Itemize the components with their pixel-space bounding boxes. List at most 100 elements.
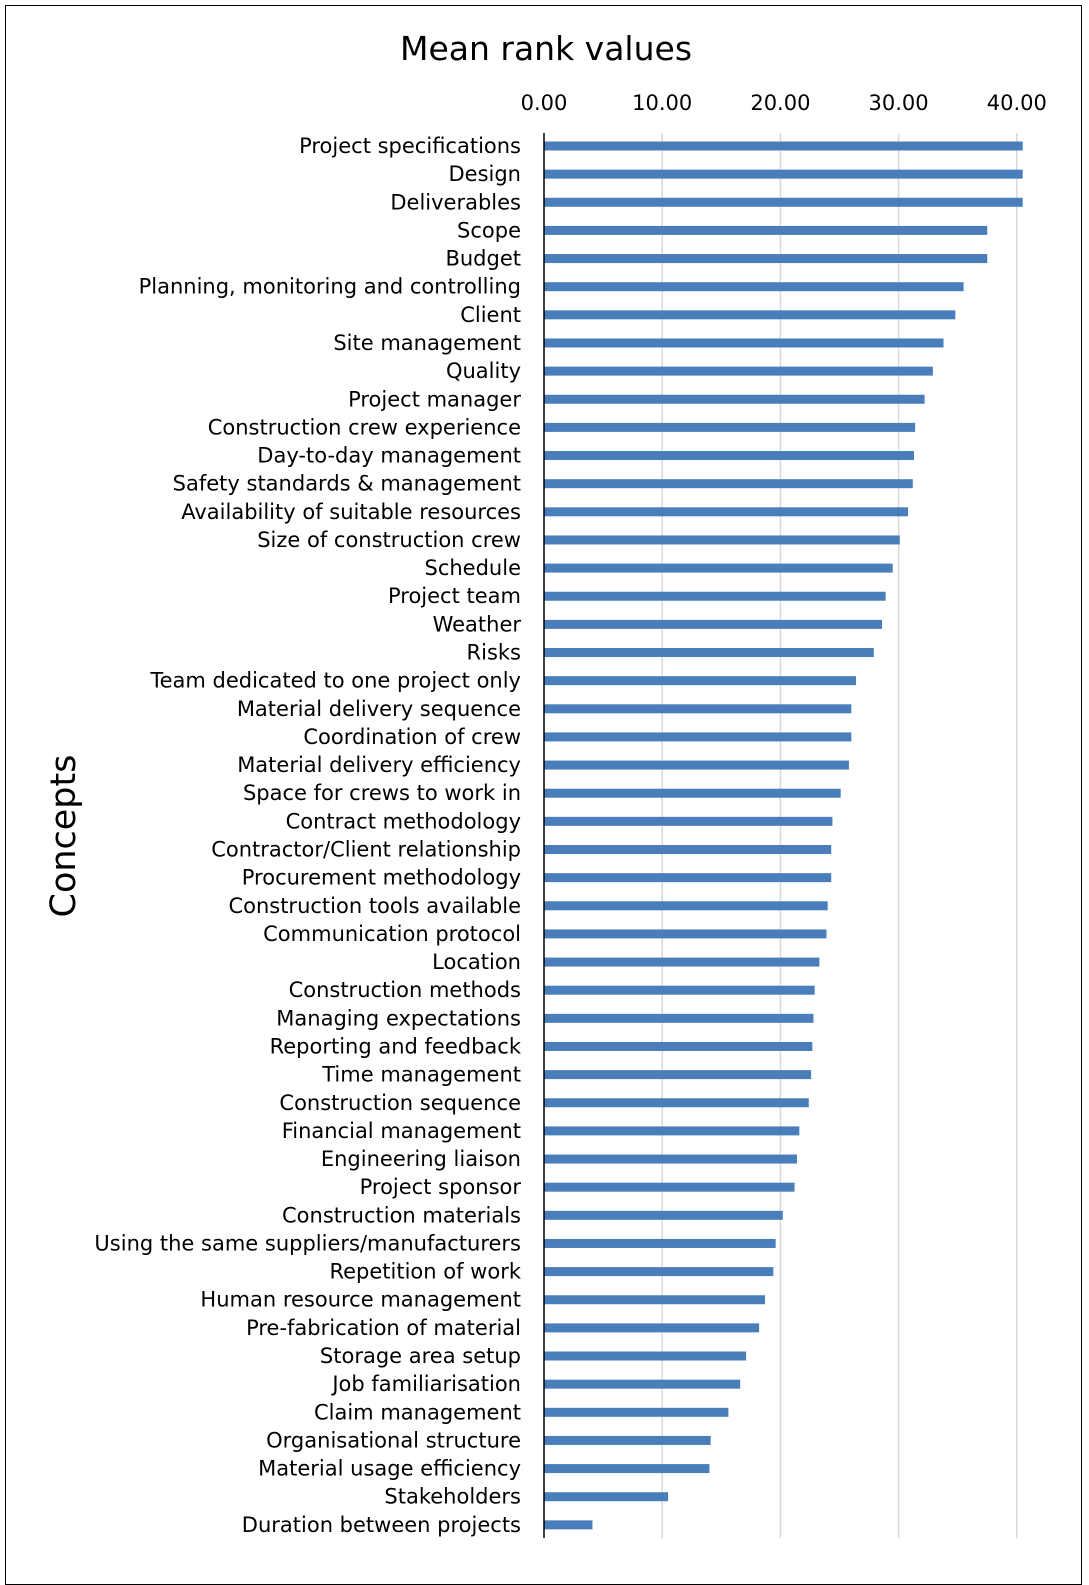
bar bbox=[544, 732, 852, 742]
bar bbox=[544, 282, 964, 292]
category-label: Construction sequence bbox=[279, 1091, 521, 1115]
bar bbox=[544, 1267, 774, 1277]
category-label: Construction methods bbox=[289, 978, 521, 1002]
category-label: Material usage efficiency bbox=[258, 1457, 521, 1481]
x-tick-label: 30.00 bbox=[869, 91, 929, 115]
category-label: Storage area setup bbox=[320, 1344, 521, 1368]
category-label: Using the same suppliers/manufacturers bbox=[94, 1231, 521, 1255]
bar bbox=[544, 338, 944, 348]
bar bbox=[544, 141, 1023, 151]
bar bbox=[544, 1041, 813, 1051]
category-label: Managing expectations bbox=[276, 1006, 521, 1030]
x-tick-label: 40.00 bbox=[987, 91, 1047, 115]
bar bbox=[544, 704, 852, 714]
bar bbox=[544, 845, 832, 854]
bar bbox=[544, 451, 914, 461]
category-label: Pre-fabrication of material bbox=[246, 1316, 521, 1340]
bar bbox=[544, 591, 886, 601]
bar bbox=[544, 1295, 766, 1305]
bar bbox=[544, 563, 893, 573]
bar bbox=[544, 619, 883, 629]
category-label: Duration between projects bbox=[242, 1513, 521, 1537]
category-label: Location bbox=[432, 950, 521, 974]
category-label: Material delivery efficiency bbox=[237, 753, 521, 777]
category-label: Quality bbox=[446, 359, 521, 383]
bar bbox=[544, 929, 827, 939]
category-label: Weather bbox=[433, 612, 522, 636]
x-tick-labels: 0.00 10.00 20.00 30.00 40.00 bbox=[521, 91, 1047, 115]
category-label: Site management bbox=[333, 331, 521, 355]
x-tick-label: 0.00 bbox=[521, 91, 568, 115]
bar bbox=[544, 648, 874, 658]
bar bbox=[544, 479, 913, 489]
category-label: Financial management bbox=[282, 1119, 521, 1143]
category-label: Risks bbox=[467, 641, 521, 665]
category-label: Construction tools available bbox=[228, 894, 521, 918]
bar bbox=[544, 901, 828, 911]
category-label: Engineering liaison bbox=[321, 1147, 521, 1171]
bar bbox=[544, 957, 820, 967]
category-label: Project sponsor bbox=[360, 1175, 522, 1199]
chart-title: Mean rank values bbox=[400, 29, 692, 68]
bar bbox=[544, 1154, 797, 1164]
category-label: Project specifications bbox=[299, 134, 521, 158]
category-label: Contract methodology bbox=[286, 809, 521, 833]
category-label: Project team bbox=[388, 584, 521, 608]
bar bbox=[544, 788, 841, 798]
bar bbox=[544, 1098, 809, 1108]
bar bbox=[544, 535, 900, 545]
bar bbox=[544, 1323, 760, 1333]
category-label: Procurement methodology bbox=[242, 866, 521, 890]
category-label: Construction crew experience bbox=[208, 415, 521, 439]
bar bbox=[544, 366, 933, 376]
bar bbox=[544, 1126, 800, 1136]
category-label: Construction materials bbox=[282, 1203, 521, 1227]
bar bbox=[544, 1379, 741, 1389]
bar bbox=[544, 1492, 669, 1502]
bar bbox=[544, 1464, 710, 1474]
bar bbox=[544, 254, 988, 264]
category-label: Space for crews to work in bbox=[243, 781, 521, 805]
category-label: Project manager bbox=[348, 387, 521, 411]
category-label: Deliverables bbox=[390, 190, 521, 214]
bar bbox=[544, 422, 916, 432]
category-label: Client bbox=[460, 303, 521, 327]
y-axis-title: Concepts bbox=[44, 755, 84, 918]
category-label: Schedule bbox=[425, 556, 522, 580]
bar bbox=[544, 985, 815, 995]
category-label: Communication protocol bbox=[263, 922, 521, 946]
bar bbox=[544, 310, 956, 320]
category-label: Time management bbox=[321, 1063, 521, 1087]
bars bbox=[544, 141, 1023, 1530]
category-label: Organisational structure bbox=[266, 1428, 521, 1452]
x-tick-label: 20.00 bbox=[750, 91, 810, 115]
category-label: Size of construction crew bbox=[257, 528, 521, 552]
bar bbox=[544, 1407, 729, 1417]
bar bbox=[544, 1182, 795, 1192]
bar bbox=[544, 1210, 783, 1220]
bar bbox=[544, 1435, 711, 1445]
category-label: Day-to-day management bbox=[257, 444, 521, 468]
category-label: Contractor/Client relationship bbox=[211, 838, 521, 862]
category-label: Job familiarisation bbox=[330, 1372, 521, 1396]
bar bbox=[544, 816, 833, 826]
category-label: Safety standards & management bbox=[173, 472, 521, 496]
category-label: Stakeholders bbox=[384, 1485, 521, 1509]
category-label: Coordination of crew bbox=[303, 725, 521, 749]
bar bbox=[544, 1070, 812, 1080]
bar bbox=[544, 873, 832, 883]
category-label: Material delivery sequence bbox=[237, 697, 521, 721]
bar bbox=[544, 197, 1023, 207]
category-label: Claim management bbox=[314, 1400, 521, 1424]
bar bbox=[544, 507, 909, 517]
bar bbox=[544, 1013, 814, 1023]
category-label: Scope bbox=[457, 218, 521, 242]
category-labels: Project specifications Design Deliverables… bbox=[94, 134, 521, 1537]
bar bbox=[544, 1520, 593, 1530]
category-label: Team dedicated to one project only bbox=[149, 669, 521, 693]
category-label: Reporting and feedback bbox=[270, 1034, 522, 1058]
x-tick-label: 10.00 bbox=[632, 91, 692, 115]
category-label: Availability of suitable resources bbox=[181, 500, 521, 524]
category-label: Design bbox=[448, 162, 521, 186]
